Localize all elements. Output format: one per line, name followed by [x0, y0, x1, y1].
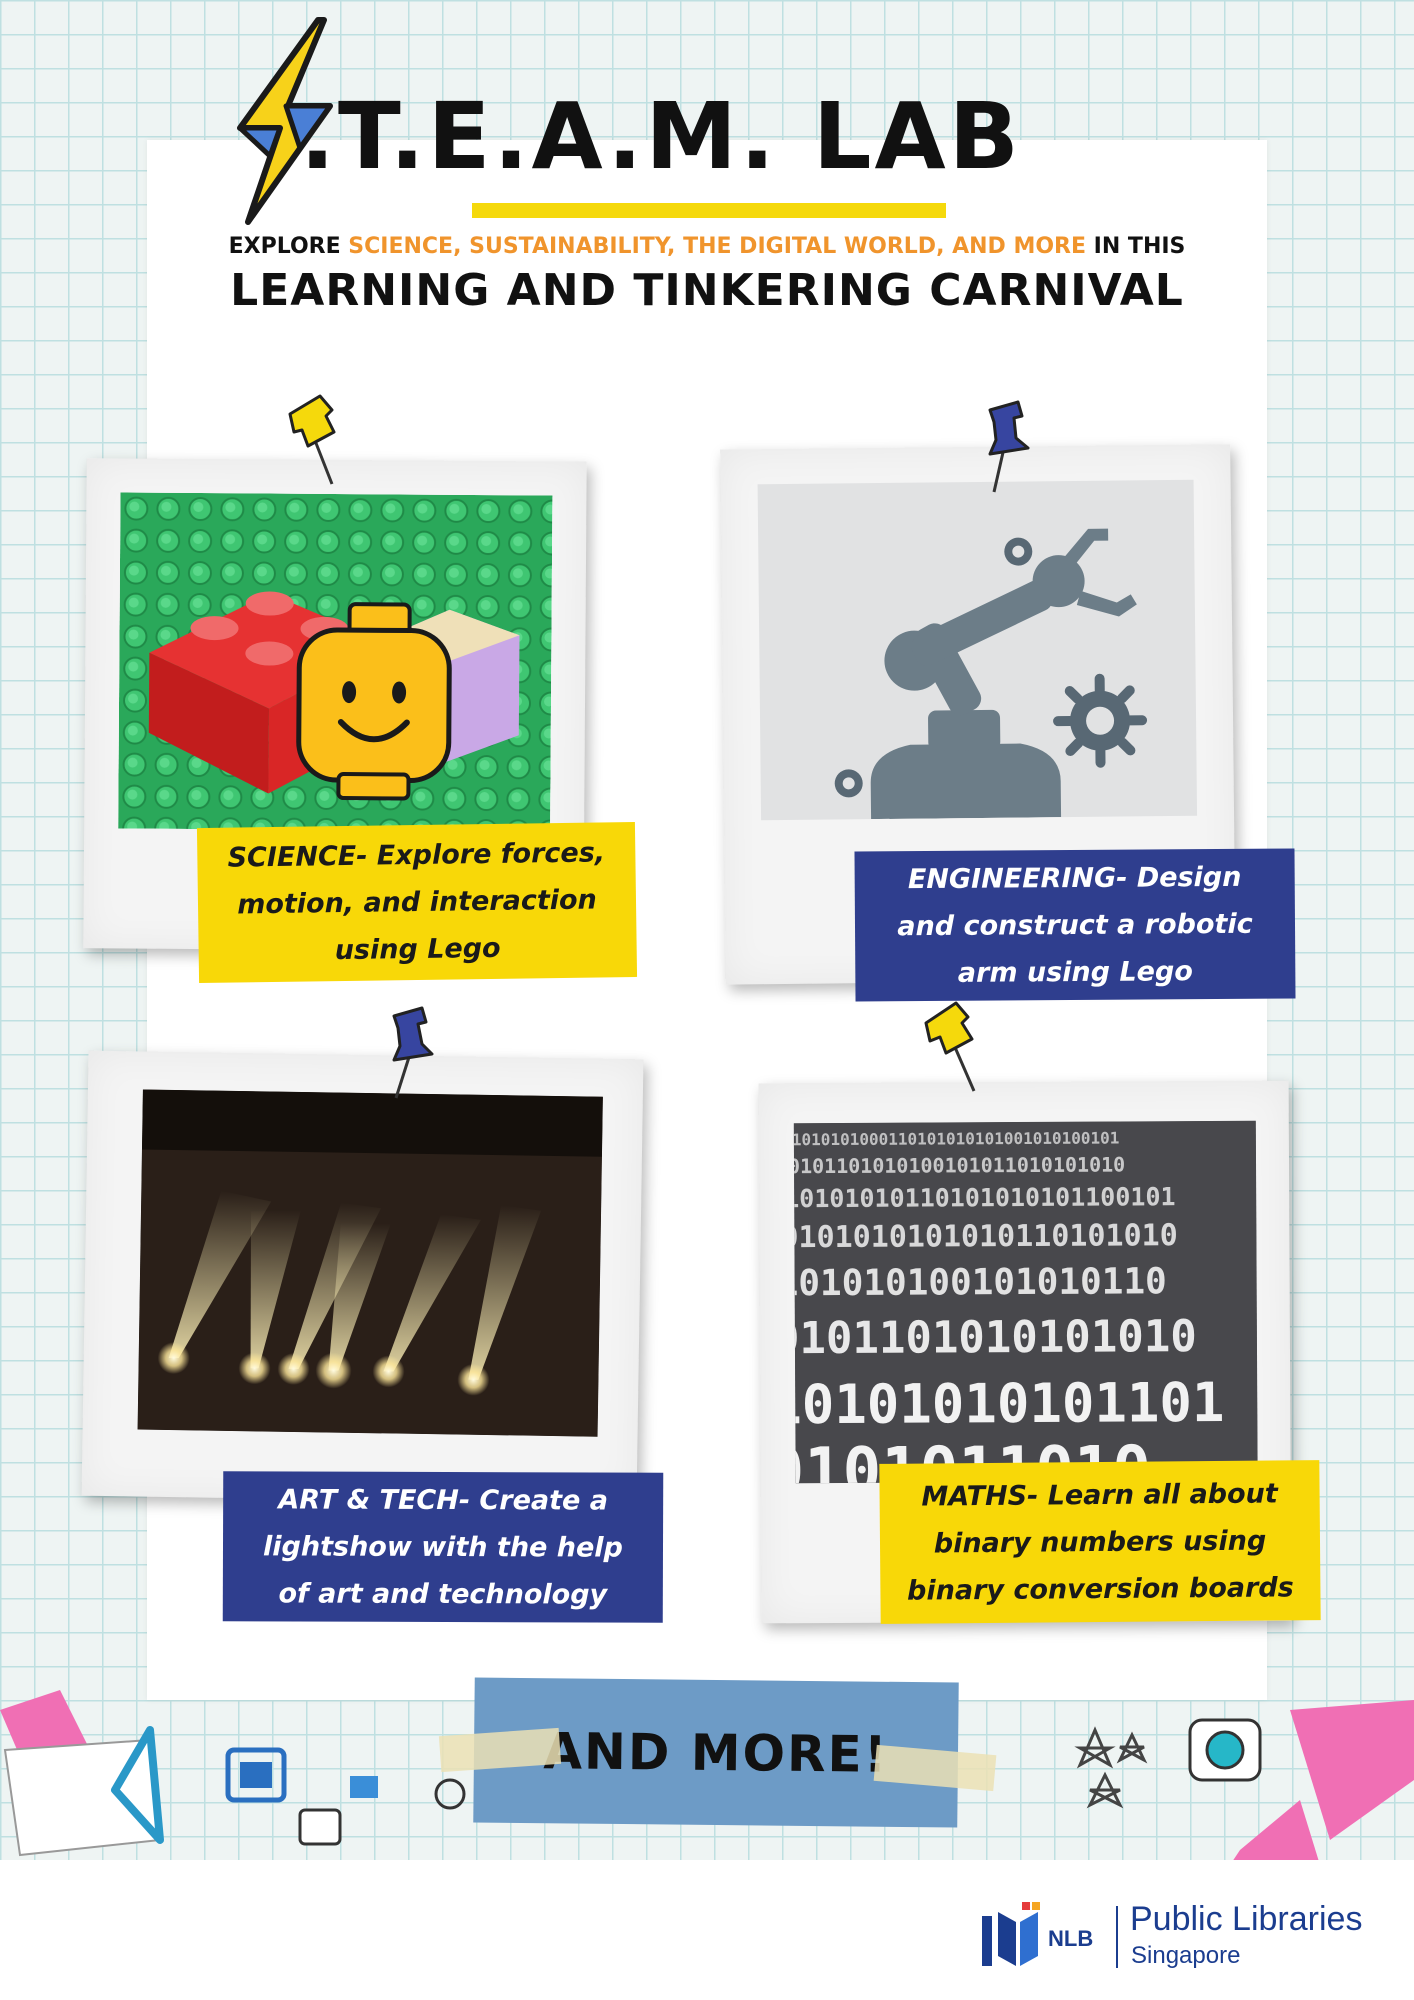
- tagline-suffix: IN THIS: [1086, 234, 1186, 259]
- caption-engineering: ENGINEERING- Design and construct a robo…: [854, 848, 1296, 1002]
- lego-photo: [118, 492, 553, 832]
- caption-maths: MATHS- Learn all about binary numbers us…: [879, 1460, 1321, 1624]
- spotlight-image: [137, 1089, 603, 1437]
- logo-divider: [1116, 1906, 1118, 1968]
- nlb-logo[interactable]: NLB Public Libraries Singapore: [976, 1896, 1396, 1976]
- tagline-prefix: EXPLORE: [228, 234, 349, 259]
- svg-text:0101010101010110101010: 0101010101010110101010: [794, 1218, 1178, 1255]
- card-science: [83, 458, 587, 952]
- public-libraries-label: Public Libraries: [1130, 1900, 1363, 1938]
- title-underline: [472, 203, 946, 218]
- headline: LEARNING AND TINKERING CARNIVAL: [230, 265, 1184, 316]
- nlb-acronym: NLB: [1048, 1926, 1094, 1951]
- caption-science: SCIENCE- Explore forces, motion, and int…: [196, 821, 638, 984]
- svg-text:0101101010100101011010101010: 0101101010100101011010101010: [794, 1152, 1125, 1178]
- caption-art-tech: ART & TECH- Create a lightshow with the …: [222, 1471, 664, 1623]
- card-engineering: [720, 444, 1236, 985]
- page-title: .T.E.A.M. LAB: [300, 83, 1022, 190]
- svg-text:10101010101101: 10101010101101: [794, 1371, 1225, 1436]
- yellow-pin-icon: [288, 394, 336, 485]
- binary-image: 1010101000110101010101001010100101 01011…: [793, 1120, 1258, 1483]
- lego-image: [118, 492, 553, 832]
- svg-text:101010100101010110: 101010100101010110: [794, 1261, 1167, 1304]
- svg-text:10101010110101010101100101: 10101010110101010101100101: [794, 1182, 1176, 1213]
- card-art-tech: [81, 1050, 644, 1505]
- tagline-highlight: SCIENCE, SUSTAINABILITY, THE DIGITAL WOR…: [348, 234, 1087, 259]
- doodle-decorations: [0, 1690, 1414, 1865]
- svg-text:0101101010101010: 0101101010101010: [794, 1311, 1197, 1364]
- card-maths: 1010101000110101010101001010100101 01011…: [758, 1080, 1292, 1624]
- lightning-bolt-icon: [237, 17, 333, 225]
- tagline: EXPLORE SCIENCE, SUSTAINABILITY, THE DIG…: [170, 234, 1244, 259]
- svg-text:101010100011010101010100101010: 1010101000110101010101001010100101: [794, 1129, 1120, 1150]
- binary-photo: 1010101000110101010101001010100101 01011…: [793, 1120, 1258, 1484]
- robot-arm-photo: [757, 479, 1198, 821]
- spotlight-photo: [137, 1089, 603, 1437]
- blue-pin-icon: [392, 1006, 434, 1099]
- singapore-label: Singapore: [1131, 1942, 1241, 1969]
- robot-arm-image: [834, 528, 1148, 820]
- yellow-pin-icon: [924, 1001, 976, 1092]
- footer: [0, 1860, 1414, 2000]
- blue-pin-icon: [988, 400, 1030, 493]
- nlb-book-icon: [982, 1902, 1040, 1966]
